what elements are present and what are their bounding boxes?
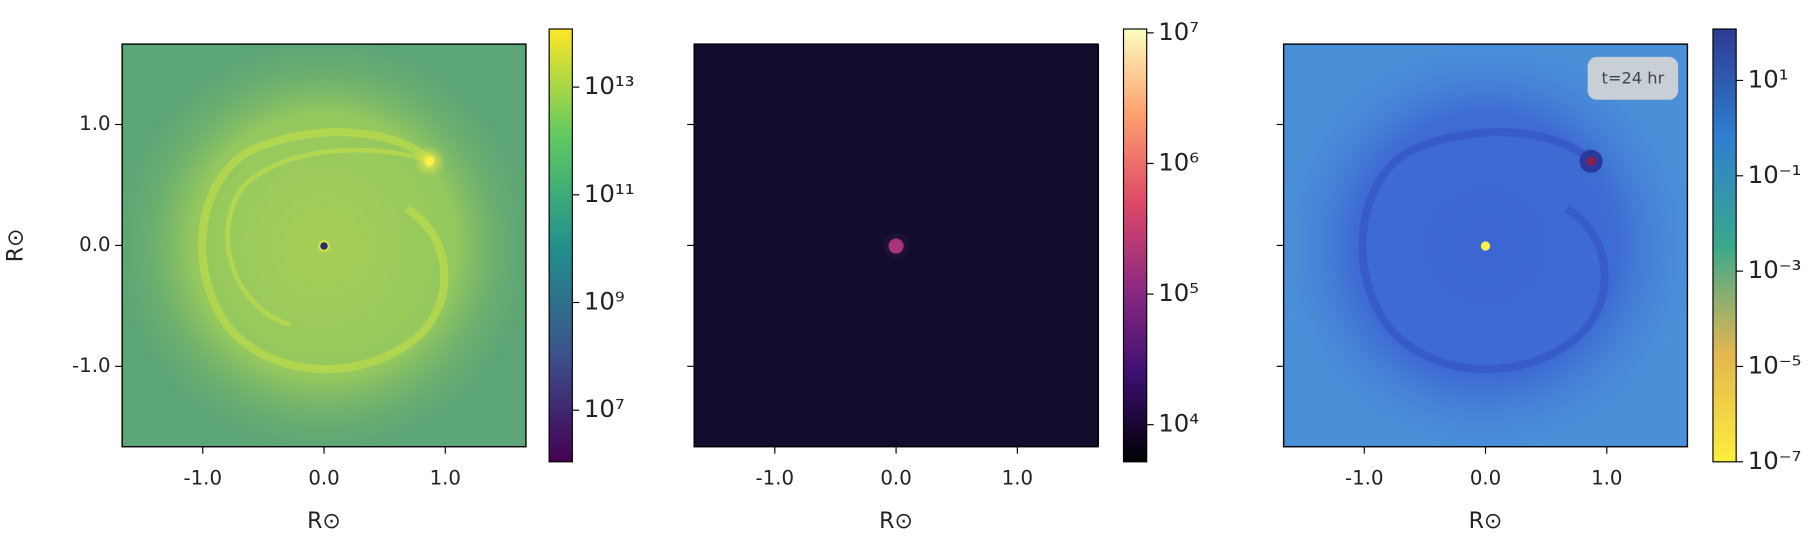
y-tick-label: 1.0 xyxy=(79,112,110,135)
colorbar-tick-label: 10⁷ xyxy=(584,394,625,423)
x-tick-label: 0.0 xyxy=(1470,467,1501,490)
colorbar-tick-label: 10⁹ xyxy=(584,287,625,316)
x-axis-label: R⊙ xyxy=(879,509,913,534)
x-tick-label: -1.0 xyxy=(184,467,222,490)
x-tick-label: 0.0 xyxy=(308,467,339,490)
colorbar-tick-label: 10⁶ xyxy=(1158,147,1199,176)
heatmap-image xyxy=(1283,44,1688,447)
annotation: t=24 hr xyxy=(1602,68,1665,87)
x-tick-label: -1.0 xyxy=(756,467,794,490)
y-axis-label: R⊙ xyxy=(4,229,29,263)
x-axis-label: R⊙ xyxy=(307,509,341,534)
colorbar-tick-label: 10¹¹ xyxy=(584,179,635,208)
x-tick-label: 1.0 xyxy=(430,467,461,490)
x-tick-label: 1.0 xyxy=(1002,467,1033,490)
colorbar-tick-label: 10⁻⁵ xyxy=(1748,350,1802,379)
x-tick-label: 0.0 xyxy=(880,467,911,490)
colorbar-tick-label: 10⁵ xyxy=(1158,278,1199,307)
colorbar xyxy=(1712,28,1737,463)
colorbar-tick-label: 10⁻⁷ xyxy=(1748,446,1802,475)
heatmap-image xyxy=(694,44,1100,447)
x-tick-label: 1.0 xyxy=(1591,467,1622,490)
colorbar-tick-label: 10⁴ xyxy=(1158,409,1199,438)
y-tick-label: 0.0 xyxy=(79,233,110,256)
x-axis-label: R⊙ xyxy=(1469,509,1503,534)
colorbar xyxy=(548,28,573,463)
colorbar xyxy=(1122,28,1148,463)
annotation-box xyxy=(1587,56,1679,100)
heatmap-image xyxy=(122,44,526,447)
y-tick-label: -1.0 xyxy=(72,354,110,377)
colorbar-tick-label: 10¹ xyxy=(1748,64,1789,93)
x-tick-label: -1.0 xyxy=(1345,467,1383,490)
colorbar-tick-label: 10¹³ xyxy=(584,71,635,100)
colorbar-tick-label: 10⁻³ xyxy=(1748,255,1802,284)
colorbar-tick-label: 10⁷ xyxy=(1158,17,1199,46)
colorbar-tick-label: 10⁻¹ xyxy=(1748,160,1802,189)
